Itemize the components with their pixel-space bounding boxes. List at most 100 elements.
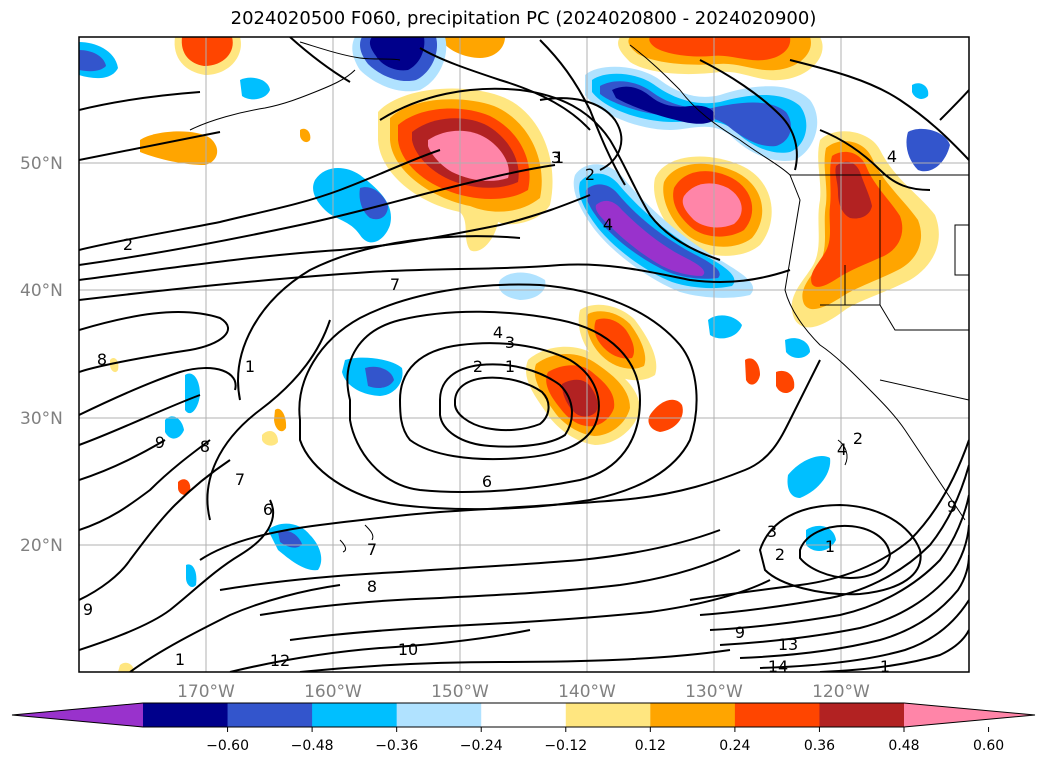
colorbar-segment bbox=[227, 703, 313, 727]
colorbar-segment bbox=[734, 703, 820, 727]
precip-patch-blue-11 bbox=[906, 128, 950, 172]
map-title: 2024020500 F060, precipitation PC (20240… bbox=[230, 8, 817, 29]
alaska-coast bbox=[299, 41, 401, 61]
contour-label: 4 bbox=[887, 147, 897, 166]
precip-patch-blue-left-core bbox=[79, 50, 106, 72]
contour-label: 2 bbox=[775, 545, 785, 564]
contour-label: 10 bbox=[398, 640, 418, 659]
contour-label: 2 bbox=[585, 165, 595, 184]
precip-patch-top-mid bbox=[440, 37, 505, 58]
precip-patch-small-2 bbox=[745, 358, 760, 385]
contour-label: 1 bbox=[505, 357, 515, 376]
map-gridlines bbox=[79, 37, 969, 672]
colorbar-tick-label: 0.24 bbox=[719, 738, 750, 754]
contour-label: 9 bbox=[83, 600, 93, 619]
contour-label: 3 bbox=[767, 522, 777, 541]
precip-patch-blue-5-core bbox=[278, 530, 302, 548]
map-content bbox=[79, 37, 969, 672]
contour-label: 13 bbox=[778, 635, 798, 654]
contour-label: 6 bbox=[263, 500, 273, 519]
contour-label: 6 bbox=[482, 472, 492, 491]
precip-patch-blue-6 bbox=[185, 373, 200, 414]
state-box bbox=[954, 224, 969, 276]
precip-patch-blue-north bbox=[585, 66, 818, 161]
contour-label: 7 bbox=[390, 275, 400, 294]
precip-patch-blue-3-core bbox=[365, 366, 394, 388]
colorbar-ticks: −0.60 −0.48 −0.36 −0.24 −0.12 0.12 0.24 0.36 0.4… bbox=[206, 727, 1004, 754]
colorbar-tick-label: −0.60 bbox=[206, 738, 249, 754]
colorbar-segment bbox=[396, 703, 482, 727]
contour-label: 9 bbox=[155, 433, 165, 452]
contour-label: 7 bbox=[235, 470, 245, 489]
precip-patch-blue-4 bbox=[498, 272, 546, 300]
colorbar-segment bbox=[312, 703, 398, 727]
lat-label-30n: 30°N bbox=[20, 409, 63, 429]
precip-patch-small-5 bbox=[262, 430, 278, 446]
colorbar-segment bbox=[481, 703, 567, 727]
colorbar-tick-label: 0.48 bbox=[888, 738, 919, 754]
contour-label: 4 bbox=[493, 323, 503, 342]
contour-label: 4 bbox=[837, 440, 847, 459]
colorbar-extend-left bbox=[12, 703, 143, 727]
colorbar-segment bbox=[650, 703, 736, 727]
contour-label: 2 bbox=[473, 357, 483, 376]
lat-label-50n: 50°N bbox=[20, 154, 63, 174]
contour-label: 14 bbox=[768, 657, 788, 676]
precip-patch-blue-10 bbox=[708, 315, 742, 339]
precip-patch-small-1 bbox=[648, 399, 683, 432]
colorbar-tick-label: 0.36 bbox=[804, 738, 835, 754]
colorbar-outline bbox=[11, 702, 1036, 728]
precip-patch-north-center bbox=[378, 88, 553, 252]
colorbar-segment bbox=[565, 703, 651, 727]
precip-patch-top-right bbox=[618, 37, 823, 81]
contour-label: 2 bbox=[853, 429, 863, 448]
contour-label: 8 bbox=[97, 350, 107, 369]
contour-label: 7 bbox=[367, 540, 377, 559]
precip-patch-small-9 bbox=[118, 662, 134, 672]
precip-patch-blue-14 bbox=[186, 564, 197, 588]
precip-patch-small-7 bbox=[110, 358, 119, 373]
lon-label-140w: 140°W bbox=[558, 682, 616, 702]
precip-patch-blue-band bbox=[573, 164, 754, 298]
state-border-1 bbox=[820, 304, 969, 331]
baja-coast bbox=[837, 439, 848, 466]
precip-patch-alaska-orange bbox=[140, 131, 218, 165]
hawaii-1 bbox=[364, 524, 374, 541]
lon-label-170w: 170°W bbox=[177, 682, 235, 702]
contour-label: 1 bbox=[175, 650, 185, 669]
contour-label: 1 bbox=[554, 148, 564, 167]
precip-patch-small-3 bbox=[776, 370, 795, 394]
precip-patch-blue-westcentral-core bbox=[359, 187, 388, 220]
precip-fill-layer bbox=[79, 37, 950, 672]
contour-label: 3 bbox=[551, 148, 561, 167]
coastlines bbox=[189, 41, 969, 553]
colorbar-tick-label: −0.48 bbox=[291, 738, 334, 754]
colorbar-segments bbox=[143, 703, 905, 727]
colorbar-tick-label: 0.12 bbox=[635, 738, 666, 754]
contour-label: 9 bbox=[735, 623, 745, 642]
latitude-labels: 50°N 40°N 30°N 20°N bbox=[20, 154, 63, 556]
contour-label: 9 bbox=[947, 497, 957, 516]
precip-patch-small-8 bbox=[300, 128, 311, 143]
lon-label-130w: 130°W bbox=[685, 682, 743, 702]
contour-label: 1 bbox=[825, 537, 835, 556]
precip-patch-blue-8 bbox=[787, 455, 831, 498]
precip-patch-small-6 bbox=[178, 479, 191, 495]
colorbar-tick-label: −0.12 bbox=[544, 738, 587, 754]
lat-label-20n: 20°N bbox=[20, 536, 63, 556]
colorbar-tick-label: −0.36 bbox=[375, 738, 418, 754]
precip-patch-top-left bbox=[174, 37, 241, 75]
lon-label-160w: 160°W bbox=[304, 682, 362, 702]
contour-label: 12 bbox=[270, 651, 290, 670]
colorbar-tick-label: −0.24 bbox=[460, 738, 503, 754]
colorbar-segment bbox=[143, 703, 229, 727]
contour-label: 1 bbox=[245, 357, 255, 376]
contour-lines bbox=[79, 37, 969, 672]
precip-patch-northeast bbox=[654, 156, 772, 256]
colorbar-segment bbox=[819, 703, 905, 727]
contour-label: 1 bbox=[880, 657, 890, 676]
colorbar-tick-label: 0.60 bbox=[973, 738, 1004, 754]
lon-label-150w: 150°W bbox=[431, 682, 489, 702]
